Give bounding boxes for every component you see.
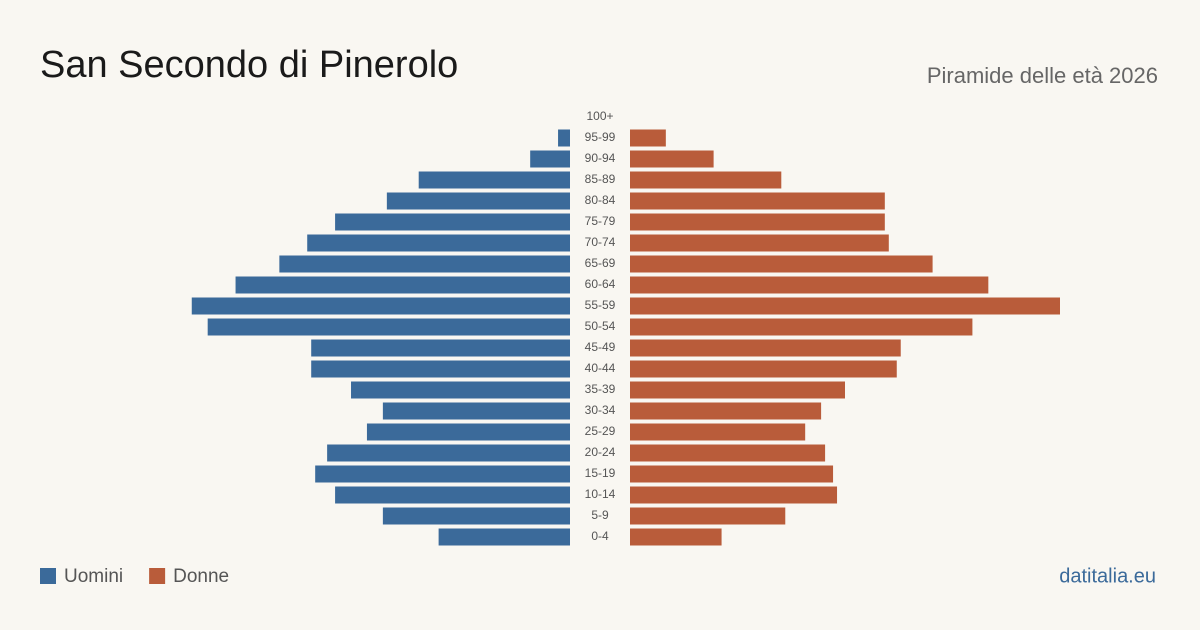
bar — [530, 150, 570, 168]
bar — [630, 276, 989, 294]
bar — [630, 423, 806, 441]
bar — [311, 360, 570, 378]
age-label: 60-64 — [585, 277, 616, 291]
age-label: 45-49 — [585, 340, 616, 354]
bar — [630, 444, 826, 462]
bar — [630, 486, 838, 504]
bar — [235, 276, 571, 294]
age-label: 90-94 — [585, 151, 616, 165]
chart-subtitle: Piramide delle età 2026 — [927, 63, 1158, 88]
bar — [630, 234, 889, 252]
bar — [418, 171, 570, 189]
bar — [630, 507, 786, 525]
age-label: 30-34 — [585, 403, 616, 417]
age-label: 65-69 — [585, 256, 616, 270]
bar — [191, 297, 570, 315]
age-label: 85-89 — [585, 172, 616, 186]
bar — [382, 402, 570, 420]
age-label: 25-29 — [585, 424, 616, 438]
chart-title: San Secondo di Pinerolo — [40, 44, 458, 86]
age-label: 40-44 — [585, 361, 616, 375]
bar — [382, 507, 570, 525]
bar — [335, 213, 570, 231]
bar — [307, 234, 570, 252]
bar — [630, 402, 822, 420]
age-label: 0-4 — [591, 529, 609, 543]
bar — [630, 339, 901, 357]
age-label: 55-59 — [585, 298, 616, 312]
age-label: 95-99 — [585, 130, 616, 144]
age-label: 35-39 — [585, 382, 616, 396]
bar — [558, 129, 570, 147]
bar — [335, 486, 570, 504]
age-label: 100+ — [586, 109, 613, 123]
bar — [630, 318, 973, 336]
bar — [630, 213, 885, 231]
legend-swatch — [40, 568, 56, 584]
age-label: 5-9 — [591, 508, 609, 522]
bar — [630, 129, 666, 147]
age-label: 75-79 — [585, 214, 616, 228]
source: datitalia.eu — [1059, 565, 1156, 587]
bar — [630, 465, 834, 483]
age-label: 80-84 — [585, 193, 616, 207]
bar — [279, 255, 570, 273]
bar — [630, 360, 897, 378]
legend-label: Donne — [173, 566, 229, 587]
bar — [630, 171, 782, 189]
legend-swatch — [149, 568, 166, 584]
bar — [630, 255, 933, 273]
bar — [207, 318, 570, 336]
age-label: 50-54 — [585, 319, 616, 333]
bar — [438, 528, 570, 546]
bar — [630, 528, 722, 546]
bar — [315, 465, 570, 483]
bar — [386, 192, 570, 210]
age-label: 15-19 — [585, 466, 616, 480]
bar — [630, 297, 1060, 315]
legend-label: Uomini — [64, 566, 123, 587]
bar — [630, 381, 845, 399]
bar — [630, 150, 714, 168]
age-label: 70-74 — [585, 235, 616, 249]
bar — [311, 339, 570, 357]
age-label: 20-24 — [585, 445, 616, 459]
bar — [366, 423, 570, 441]
bar — [630, 192, 885, 210]
bar — [327, 444, 570, 462]
bar — [351, 381, 570, 399]
age-label: 10-14 — [585, 487, 616, 501]
